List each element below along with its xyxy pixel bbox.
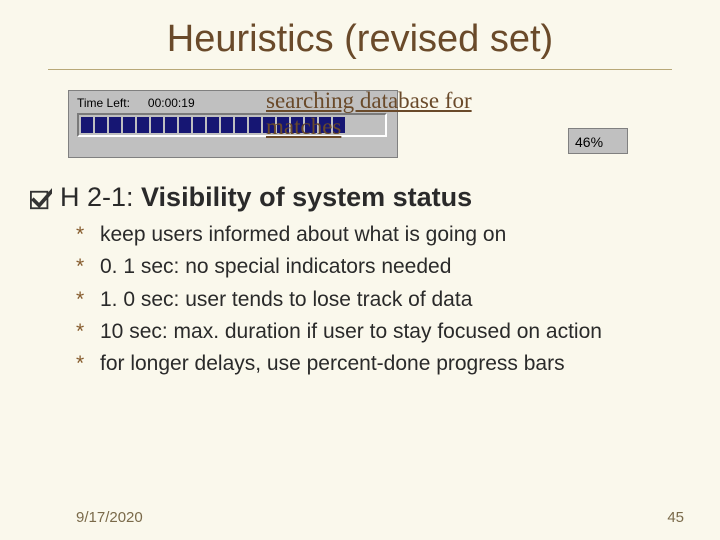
slide-footer: 9/17/2020 45	[0, 509, 720, 526]
asterisk-icon: *	[76, 318, 90, 346]
overlay-line-1: searching database for	[266, 88, 472, 113]
asterisk-icon: *	[76, 253, 90, 281]
heading-text: H 2-1: Visibility of system status	[60, 182, 472, 213]
progress-chunk	[151, 117, 163, 133]
overlay-line-2: matches	[266, 114, 341, 139]
bullet-item: * 0. 1 sec: no special indicators needed	[76, 253, 666, 281]
progress-chunk	[235, 117, 247, 133]
progress-chunk	[95, 117, 107, 133]
asterisk-icon: *	[76, 221, 90, 249]
slide-title: Heuristics (revised set)	[0, 0, 720, 69]
progress-chunk	[123, 117, 135, 133]
progress-chunk	[165, 117, 177, 133]
progress-chunk	[179, 117, 191, 133]
progress-chunk	[81, 117, 93, 133]
progress-chunk	[207, 117, 219, 133]
bullet-item: * keep users informed about what is going…	[76, 221, 666, 249]
heading-rest: Visibility of system status	[134, 182, 473, 212]
progress-chunk	[193, 117, 205, 133]
progress-chunk	[109, 117, 121, 133]
bullet-item: * 1. 0 sec: user tends to lose track of d…	[76, 286, 666, 314]
checkbox-icon	[30, 188, 52, 212]
bullet-text: for longer delays, use percent-done prog…	[100, 350, 565, 378]
heading-prefix: H 2-1:	[60, 182, 134, 212]
progress-chunk	[221, 117, 233, 133]
bullet-text: 0. 1 sec: no special indicators needed	[100, 253, 451, 281]
slide: Heuristics (revised set) Time Left: 00:0…	[0, 0, 720, 540]
bullet-text: 10 sec: max. duration if user to stay fo…	[100, 318, 602, 346]
footer-date: 9/17/2020	[76, 509, 143, 526]
bullet-text: 1. 0 sec: user tends to lose track of da…	[100, 286, 472, 314]
percent-readout: 46%	[568, 128, 628, 154]
illustration-row: Time Left: 00:00:19 46% searching databa…	[48, 84, 672, 164]
asterisk-icon: *	[76, 286, 90, 314]
overlay-caption: searching database for matches	[266, 88, 472, 141]
bullet-list: * keep users informed about what is going…	[76, 221, 666, 379]
bullet-item: * for longer delays, use percent-done pro…	[76, 350, 666, 378]
time-left-value: 00:00:19	[148, 96, 195, 110]
asterisk-icon: *	[76, 350, 90, 378]
time-left-label: Time Left:	[77, 96, 130, 110]
bullet-text: keep users informed about what is going …	[100, 221, 506, 249]
progress-chunk	[249, 117, 261, 133]
bullet-item: * 10 sec: max. duration if user to stay f…	[76, 318, 666, 346]
progress-chunk	[137, 117, 149, 133]
footer-page: 45	[667, 509, 684, 526]
section-heading: H 2-1: Visibility of system status	[30, 182, 720, 213]
title-divider	[48, 69, 672, 70]
